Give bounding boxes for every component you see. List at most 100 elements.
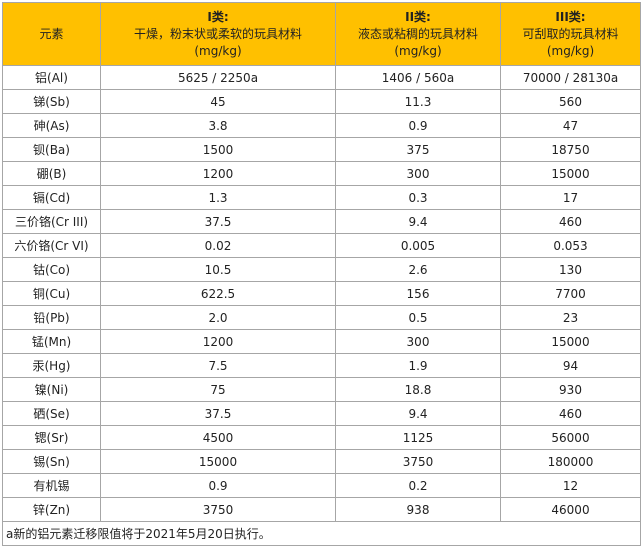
value-cell: 3.8: [101, 114, 336, 138]
table-row: 镍(Ni)7518.8930: [3, 378, 641, 402]
value-cell: 0.053: [501, 234, 641, 258]
table-row: 锌(Zn)375093846000: [3, 498, 641, 522]
value-cell: 1.9: [336, 354, 501, 378]
table-row: 铅(Pb)2.00.523: [3, 306, 641, 330]
value-cell: 9.4: [336, 210, 501, 234]
table-row: 锶(Sr)4500112556000: [3, 426, 641, 450]
table-row: 钡(Ba)150037518750: [3, 138, 641, 162]
value-cell: 12: [501, 474, 641, 498]
element-cell: 锡(Sn): [3, 450, 101, 474]
header-cell: 元素: [3, 3, 101, 66]
table-row: 镉(Cd)1.30.317: [3, 186, 641, 210]
value-cell: 15000: [501, 162, 641, 186]
table-row: 硒(Se)37.59.4460: [3, 402, 641, 426]
value-cell: 300: [336, 162, 501, 186]
value-cell: 37.5: [101, 210, 336, 234]
value-cell: 460: [501, 402, 641, 426]
value-cell: 1500: [101, 138, 336, 162]
column-desc: 液态或粘稠的玩具材料: [340, 26, 496, 43]
value-cell: 17: [501, 186, 641, 210]
table-row: 锰(Mn)120030015000: [3, 330, 641, 354]
value-cell: 15000: [501, 330, 641, 354]
element-cell: 铜(Cu): [3, 282, 101, 306]
table-body: 铝(Al)5625 / 2250a1406 / 560a70000 / 2813…: [3, 66, 641, 522]
value-cell: 1.3: [101, 186, 336, 210]
element-cell: 汞(Hg): [3, 354, 101, 378]
header-cell: I类:干燥，粉末状或柔软的玩具材料(mg/kg): [101, 3, 336, 66]
value-cell: 47: [501, 114, 641, 138]
table-row: 三价铬(Cr III)37.59.4460: [3, 210, 641, 234]
value-cell: 930: [501, 378, 641, 402]
table-row: 钴(Co)10.52.6130: [3, 258, 641, 282]
value-cell: 560: [501, 90, 641, 114]
value-cell: 1200: [101, 330, 336, 354]
header-row: 元素 I类:干燥，粉末状或柔软的玩具材料(mg/kg)II类:液态或粘稠的玩具材…: [3, 3, 641, 66]
element-cell: 锌(Zn): [3, 498, 101, 522]
column-unit: (mg/kg): [105, 43, 331, 60]
value-cell: 3750: [336, 450, 501, 474]
value-cell: 7.5: [101, 354, 336, 378]
value-cell: 2.0: [101, 306, 336, 330]
element-cell: 镍(Ni): [3, 378, 101, 402]
value-cell: 1125: [336, 426, 501, 450]
value-cell: 0.3: [336, 186, 501, 210]
value-cell: 4500: [101, 426, 336, 450]
value-cell: 56000: [501, 426, 641, 450]
value-cell: 0.02: [101, 234, 336, 258]
value-cell: 0.2: [336, 474, 501, 498]
table-row: 锑(Sb)4511.3560: [3, 90, 641, 114]
element-cell: 铅(Pb): [3, 306, 101, 330]
table-row: 砷(As)3.80.947: [3, 114, 641, 138]
header-cell: II类:液态或粘稠的玩具材料(mg/kg): [336, 3, 501, 66]
value-cell: 18.8: [336, 378, 501, 402]
column-title: I类:: [105, 9, 331, 26]
column-title: II类:: [340, 9, 496, 26]
value-cell: 2.6: [336, 258, 501, 282]
value-cell: 130: [501, 258, 641, 282]
element-cell: 硒(Se): [3, 402, 101, 426]
table-row: 有机锡0.90.212: [3, 474, 641, 498]
element-cell: 铝(Al): [3, 66, 101, 90]
value-cell: 300: [336, 330, 501, 354]
value-cell: 94: [501, 354, 641, 378]
value-cell: 1406 / 560a: [336, 66, 501, 90]
header-cell: III类:可刮取的玩具材料(mg/kg): [501, 3, 641, 66]
value-cell: 7700: [501, 282, 641, 306]
value-cell: 0.9: [336, 114, 501, 138]
value-cell: 9.4: [336, 402, 501, 426]
value-cell: 622.5: [101, 282, 336, 306]
value-cell: 180000: [501, 450, 641, 474]
value-cell: 46000: [501, 498, 641, 522]
value-cell: 156: [336, 282, 501, 306]
value-cell: 15000: [101, 450, 336, 474]
footnote-row: a新的铝元素迁移限值将于2021年5月20日执行。: [3, 522, 641, 546]
value-cell: 70000 / 28130a: [501, 66, 641, 90]
element-cell: 砷(As): [3, 114, 101, 138]
footnote: a新的铝元素迁移限值将于2021年5月20日执行。: [3, 522, 641, 546]
value-cell: 37.5: [101, 402, 336, 426]
value-cell: 1200: [101, 162, 336, 186]
value-cell: 23: [501, 306, 641, 330]
value-cell: 0.9: [101, 474, 336, 498]
table-row: 铜(Cu)622.51567700: [3, 282, 641, 306]
element-cell: 有机锡: [3, 474, 101, 498]
column-title: III类:: [505, 9, 636, 26]
element-cell: 钡(Ba): [3, 138, 101, 162]
value-cell: 0.005: [336, 234, 501, 258]
value-cell: 18750: [501, 138, 641, 162]
table-row: 铝(Al)5625 / 2250a1406 / 560a70000 / 2813…: [3, 66, 641, 90]
value-cell: 460: [501, 210, 641, 234]
value-cell: 3750: [101, 498, 336, 522]
value-cell: 10.5: [101, 258, 336, 282]
column-desc: 可刮取的玩具材料: [505, 26, 636, 43]
column-desc: 干燥，粉末状或柔软的玩具材料: [105, 26, 331, 43]
element-cell: 镉(Cd): [3, 186, 101, 210]
value-cell: 375: [336, 138, 501, 162]
table-row: 硼(B)120030015000: [3, 162, 641, 186]
table-row: 汞(Hg)7.51.994: [3, 354, 641, 378]
value-cell: 0.5: [336, 306, 501, 330]
value-cell: 11.3: [336, 90, 501, 114]
value-cell: 45: [101, 90, 336, 114]
